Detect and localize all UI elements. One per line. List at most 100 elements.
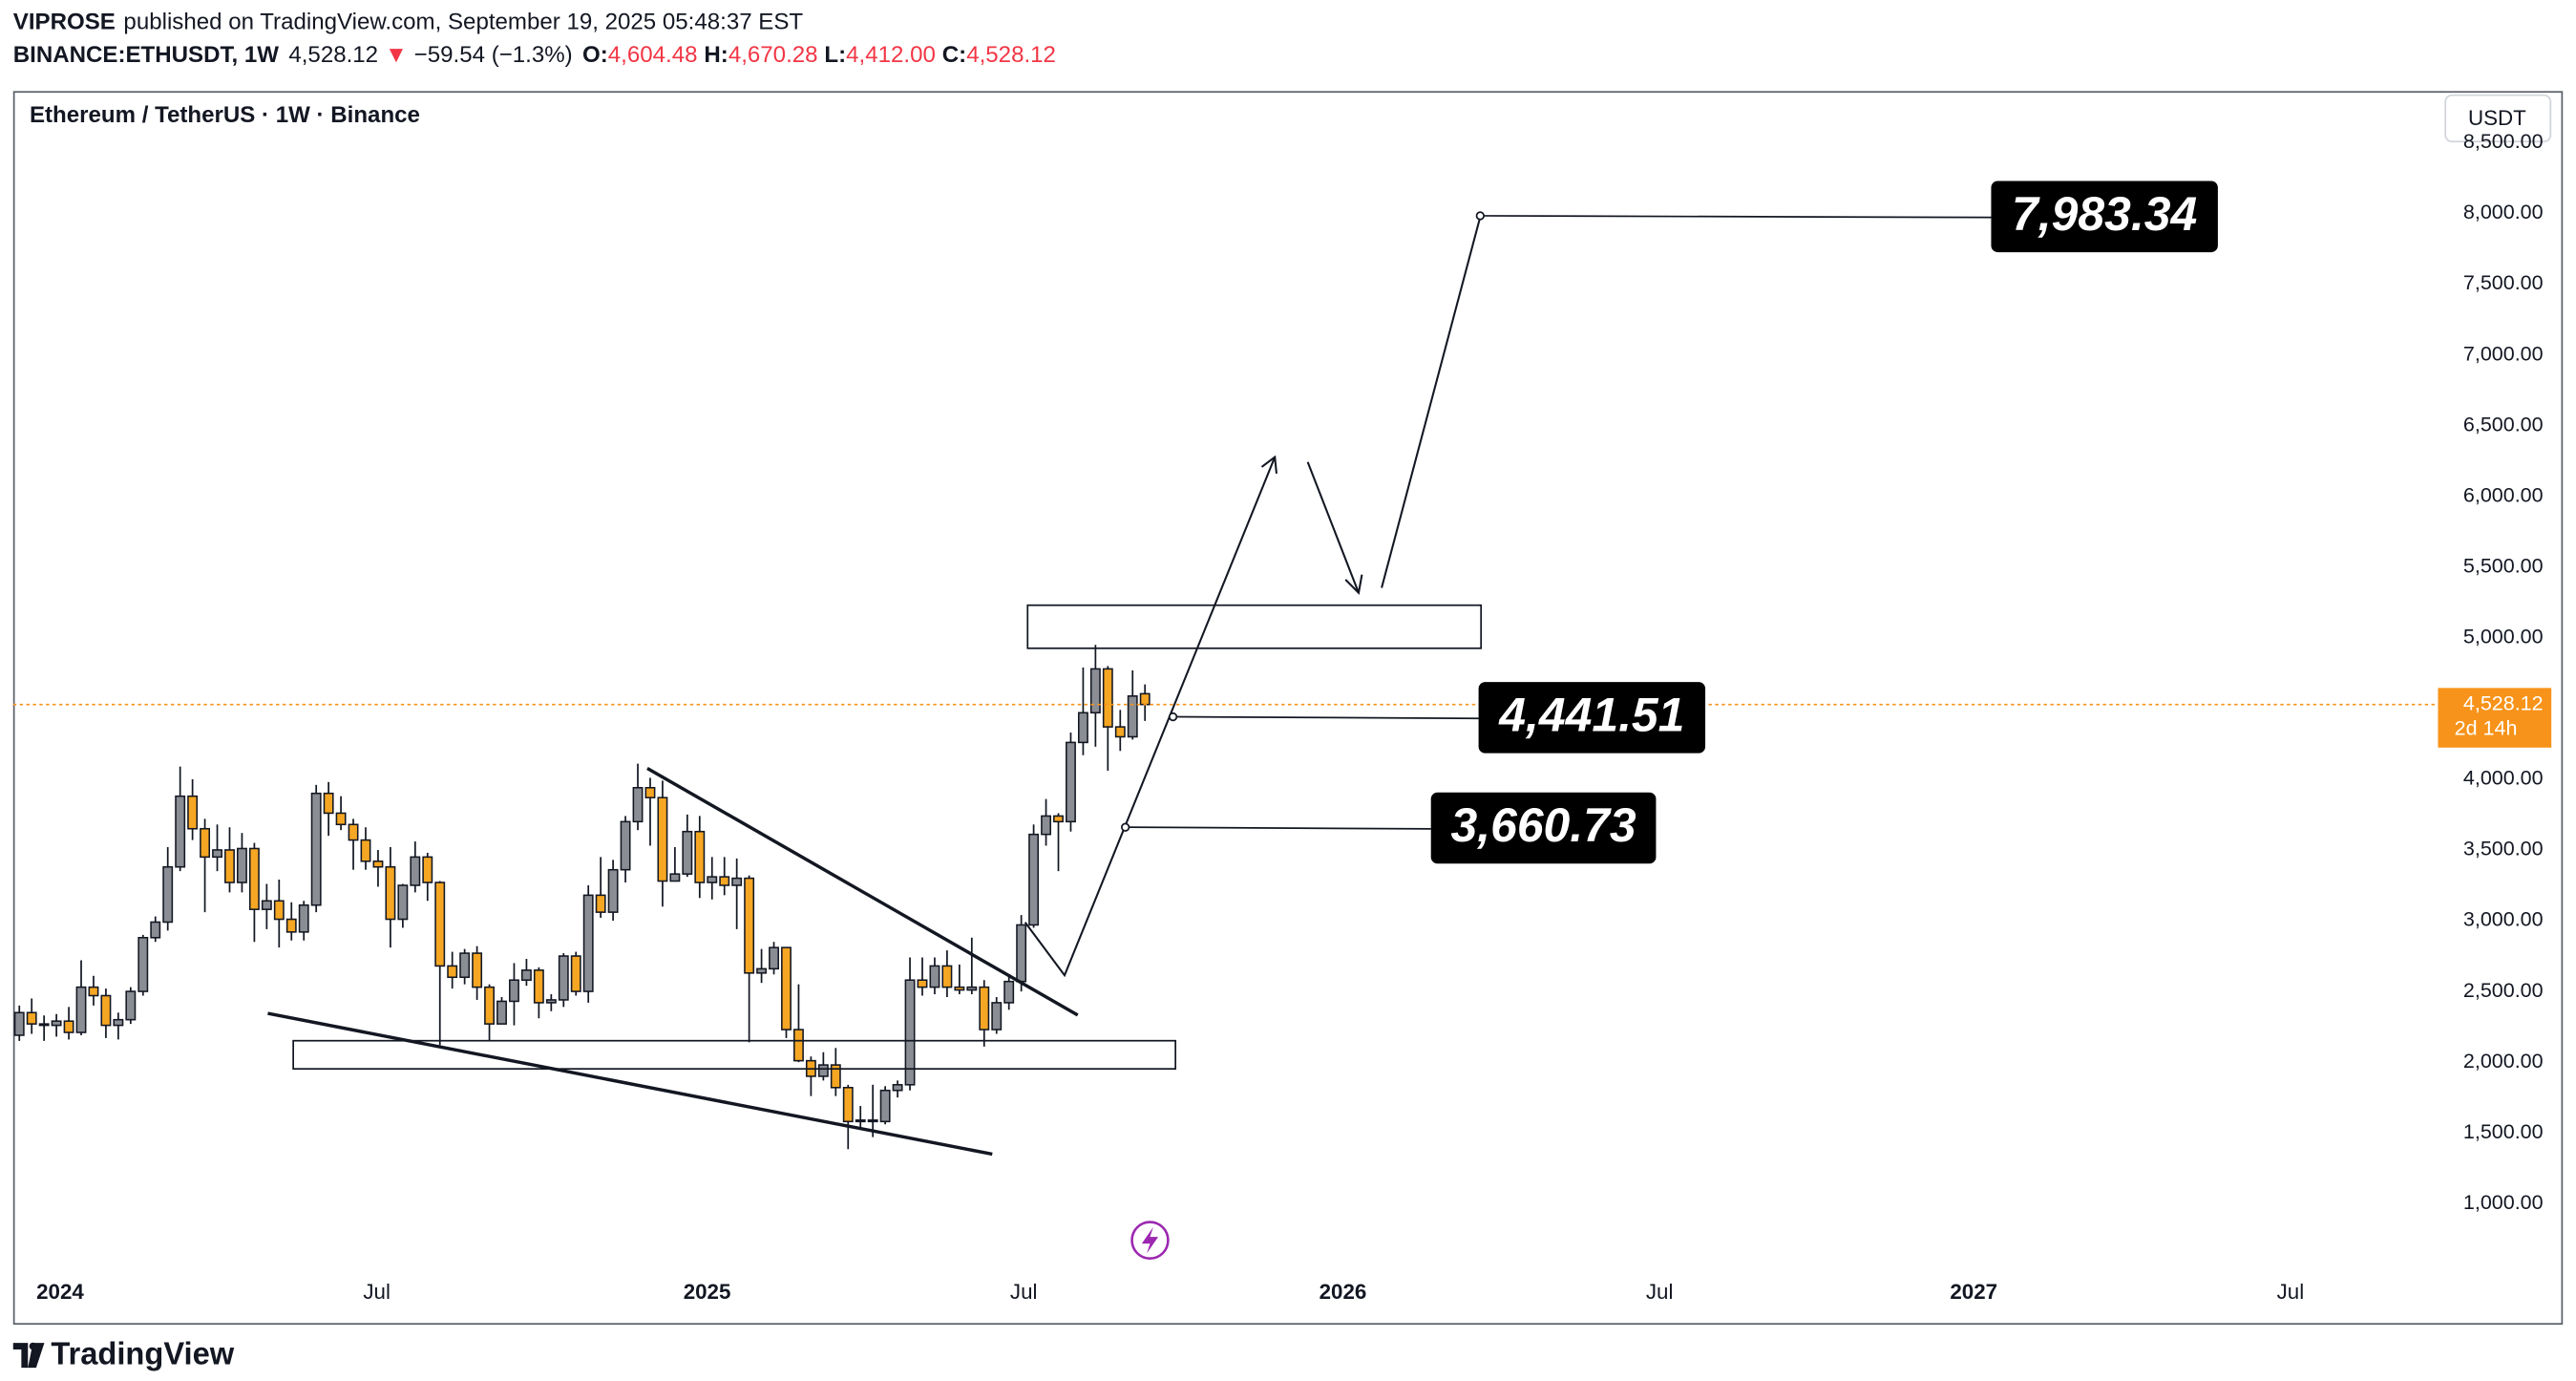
candle-body <box>892 1084 903 1092</box>
candle-body <box>904 979 916 1086</box>
annotation-label: 7,983.34 <box>2012 187 2197 241</box>
y-tick-label: 2,500.00 <box>2463 978 2544 1002</box>
candle-body <box>607 868 619 913</box>
logo-dot <box>29 1342 37 1350</box>
candle-body <box>422 856 433 883</box>
candle-body <box>63 1020 74 1033</box>
ohlc-key: C: <box>942 42 966 68</box>
candle-body <box>867 1119 878 1123</box>
chart-title: Ethereum / TetherUS · 1W · Binance <box>30 102 420 128</box>
candle-body <box>966 986 978 991</box>
drawings <box>267 216 1483 1157</box>
icon-bolt[interactable] <box>1141 1226 1159 1254</box>
y-tick-label: 8,000.00 <box>2463 200 2544 223</box>
candle-body <box>137 937 149 992</box>
price-label: 4,528.12 <box>2463 690 2544 714</box>
annotation-box <box>1430 792 1657 864</box>
candle-body <box>1016 924 1027 983</box>
candle-body <box>941 965 953 988</box>
x-tick-label: Jul <box>363 1280 391 1304</box>
ohlc-key: O: <box>582 42 608 68</box>
candle-body <box>212 849 222 859</box>
candle-body <box>620 820 631 871</box>
ohlc-key: L: <box>824 42 846 68</box>
ohlc-value: 4,670.28 <box>728 42 818 68</box>
annotation-label: 4,441.51 <box>1498 688 1684 741</box>
annotation-line <box>1480 215 1992 219</box>
candle-body <box>273 900 285 921</box>
annotation-box <box>1991 181 2218 253</box>
candle-body <box>335 812 347 826</box>
candle-body <box>447 965 458 979</box>
candle-body <box>533 969 544 1004</box>
candle-body <box>1139 692 1151 706</box>
candle-body <box>644 787 656 798</box>
candle-body <box>484 986 495 1025</box>
candle-body <box>558 955 569 1001</box>
trendline <box>267 1011 993 1157</box>
y-tick-label: 3,000.00 <box>2463 907 2544 931</box>
symbol: BINANCE:ETHUSDT, 1W <box>13 42 279 68</box>
candle-body <box>125 990 137 1021</box>
candle-body <box>929 965 940 988</box>
candle-body <box>150 921 161 939</box>
candle-body <box>682 830 693 875</box>
y-tick-label: 6,000.00 <box>2463 482 2544 506</box>
path-arrow <box>1024 457 1277 978</box>
candle-body <box>187 795 199 830</box>
candle-body <box>879 1089 891 1123</box>
countdown: 2d 14h <box>2455 715 2518 739</box>
zone-box <box>1026 604 1483 649</box>
ohlc-value: 4,528.12 <box>966 42 1056 68</box>
candle-body <box>372 860 384 868</box>
candle-body <box>582 894 594 992</box>
candle-body <box>113 1018 124 1027</box>
candle-body <box>632 787 644 823</box>
candle-body <box>756 967 768 974</box>
y-tick-label: 5,000.00 <box>2463 624 2544 648</box>
y-tick-label: 7,500.00 <box>2463 270 2544 294</box>
candle-body <box>397 884 409 921</box>
y-tick-label: 6,500.00 <box>2463 412 2544 436</box>
footer: TradingView <box>12 1336 235 1371</box>
candle-body <box>248 847 260 910</box>
candle-body <box>200 827 211 859</box>
candle-body <box>979 986 990 1030</box>
candle-body <box>310 792 322 906</box>
candle-body <box>1089 668 1101 714</box>
y-tick-label: 3,500.00 <box>2463 837 2544 860</box>
candle-body <box>38 1023 50 1027</box>
candle-body <box>842 1086 854 1123</box>
candle-body <box>669 873 681 882</box>
candle-body <box>719 876 730 886</box>
candle-body <box>175 795 186 868</box>
candle-body <box>917 979 928 988</box>
lightning-icon[interactable] <box>1130 1221 1170 1260</box>
published: published on TradingView.com, September … <box>123 10 803 35</box>
x-tick-label: 2026 <box>1320 1280 1367 1304</box>
currency[interactable]: USDT <box>2468 106 2526 130</box>
candle-body <box>26 1011 37 1025</box>
currency-button[interactable] <box>2444 94 2552 143</box>
annotation-dot <box>1475 211 1485 221</box>
candle-body <box>1127 695 1138 738</box>
annotation-dot <box>1168 712 1178 722</box>
x-tick-label: 2024 <box>36 1280 84 1304</box>
x-tick-label: Jul <box>2277 1280 2305 1304</box>
candle-body <box>224 849 235 883</box>
candle-body <box>88 986 99 997</box>
path-arrow <box>1381 216 1482 588</box>
annotation-dot <box>1121 822 1130 832</box>
y-tick-label: 2,000.00 <box>2463 1049 2544 1073</box>
candle-body <box>360 839 371 862</box>
candle-body <box>520 969 532 981</box>
candle-body <box>1028 833 1040 926</box>
path-arrow <box>1306 461 1360 594</box>
candle-body <box>261 900 272 910</box>
candle-body <box>162 865 174 924</box>
candle-body <box>1077 712 1088 744</box>
candle-body <box>496 1000 507 1025</box>
y-tick-label: 7,000.00 <box>2463 341 2544 365</box>
ohlc-value: 4,604.48 <box>608 42 698 68</box>
